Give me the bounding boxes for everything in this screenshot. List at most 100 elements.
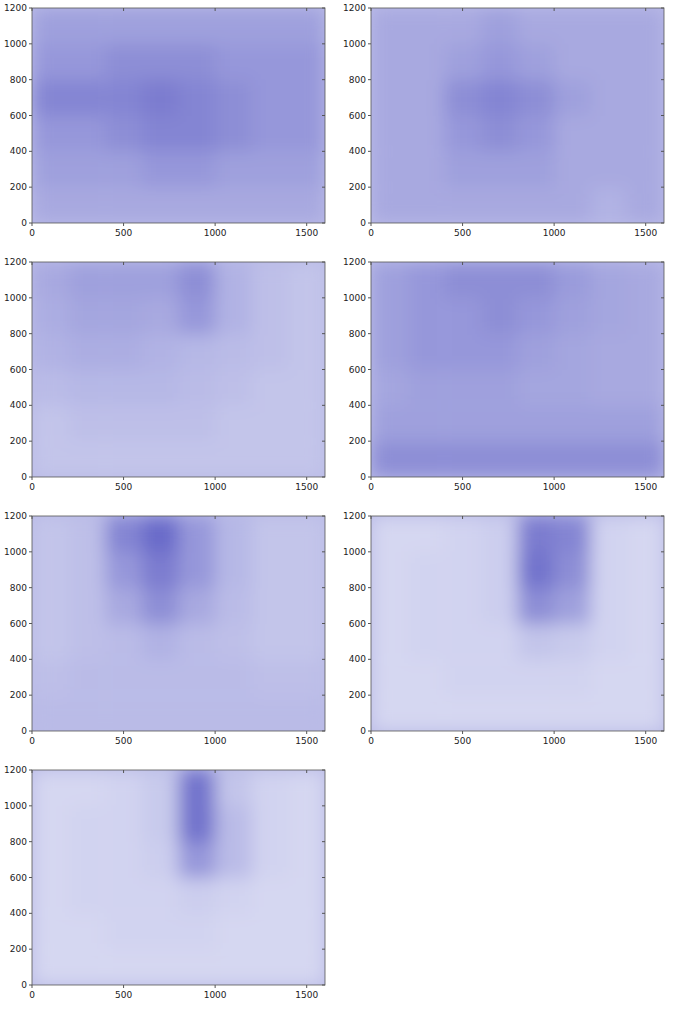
cell [142, 370, 179, 406]
y-tick [29, 262, 32, 263]
y-tick-label: 1200 [4, 511, 27, 521]
x-tick-label: 500 [115, 736, 132, 746]
cell [142, 441, 179, 477]
cell [32, 116, 69, 152]
panel: 050010001500020040060080010001200 [343, 3, 664, 238]
cell [69, 187, 106, 223]
y-tick-right [322, 79, 325, 80]
cell [252, 8, 289, 44]
cell [105, 298, 142, 334]
cell [371, 370, 408, 406]
cell [288, 949, 325, 985]
cell [32, 588, 69, 624]
cells [371, 262, 664, 477]
cell [481, 405, 518, 441]
cell [252, 370, 289, 406]
x-tick-label: 1000 [204, 482, 227, 492]
y-tick-right [661, 587, 664, 588]
cell [288, 842, 325, 878]
y-tick [368, 695, 371, 696]
cell [371, 588, 408, 624]
y-tick [368, 262, 371, 263]
cell [591, 695, 628, 731]
y-tick-label: 1200 [4, 765, 27, 775]
cell [518, 262, 555, 298]
y-tick [368, 369, 371, 370]
cell [444, 298, 481, 334]
y-tick [29, 223, 32, 224]
y-tick-right [322, 841, 325, 842]
y-tick [29, 949, 32, 950]
cell [408, 44, 445, 80]
x-tick-top [645, 8, 646, 11]
cell [215, 116, 252, 152]
y-tick-right [322, 297, 325, 298]
cell [142, 695, 179, 731]
x-tick-top [215, 8, 216, 11]
cell [371, 298, 408, 334]
x-tick [123, 731, 124, 734]
cell [105, 806, 142, 842]
y-tick-right [661, 695, 664, 696]
y-tick-label: 800 [349, 329, 366, 339]
y-tick-right [322, 659, 325, 660]
panel: 050010001500020040060080010001200 [4, 765, 325, 1000]
cell [518, 552, 555, 588]
cell [105, 624, 142, 660]
cell [444, 552, 481, 588]
cell [215, 8, 252, 44]
cell [32, 151, 69, 187]
y-tick-right [661, 477, 664, 478]
y-tick-right [322, 8, 325, 9]
cell [142, 624, 179, 660]
cell [215, 441, 252, 477]
cell [179, 806, 216, 842]
cell [481, 624, 518, 660]
cell [142, 298, 179, 334]
cell [252, 334, 289, 370]
cell [518, 44, 555, 80]
cell [252, 44, 289, 80]
cell [444, 44, 481, 80]
cell [252, 262, 289, 298]
cell [69, 441, 106, 477]
y-tick-label: 0 [21, 218, 27, 228]
x-tick [123, 223, 124, 226]
cell [105, 80, 142, 116]
panel: 050010001500020040060080010001200 [4, 257, 325, 492]
cell [481, 8, 518, 44]
cell [408, 8, 445, 44]
cell [105, 8, 142, 44]
y-tick-right [322, 333, 325, 334]
x-tick-label: 1500 [295, 736, 318, 746]
x-tick-label: 0 [368, 228, 374, 238]
y-tick-right [322, 587, 325, 588]
cell [288, 151, 325, 187]
y-tick-label: 1000 [343, 293, 366, 303]
cell [288, 695, 325, 731]
cell [105, 695, 142, 731]
cell [215, 80, 252, 116]
plot-bg [32, 516, 325, 731]
cell [627, 552, 664, 588]
cell [215, 405, 252, 441]
cells [32, 516, 325, 731]
cell [591, 44, 628, 80]
cell [481, 659, 518, 695]
y-tick [29, 405, 32, 406]
cell [252, 151, 289, 187]
cell [69, 298, 106, 334]
y-tick-label: 600 [349, 111, 366, 121]
cell [179, 516, 216, 552]
cell [252, 298, 289, 334]
cell [142, 44, 179, 80]
cell [69, 913, 106, 949]
cell [215, 770, 252, 806]
cell [481, 116, 518, 152]
y-tick-right [661, 43, 664, 44]
cell [591, 151, 628, 187]
cell [481, 552, 518, 588]
cell [179, 659, 216, 695]
cell [32, 770, 69, 806]
cell [69, 552, 106, 588]
